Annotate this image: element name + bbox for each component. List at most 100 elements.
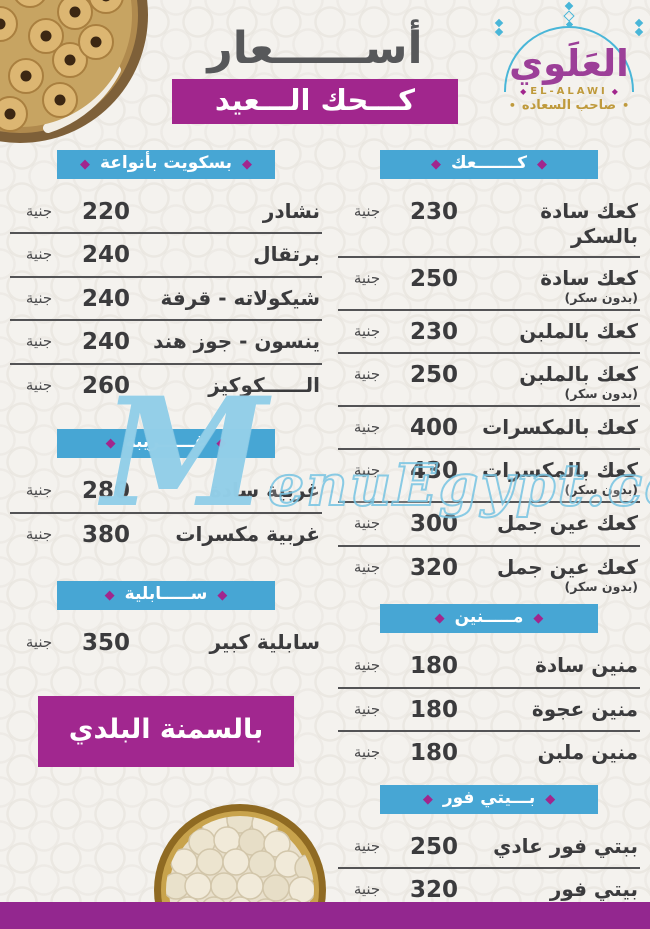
item-note: (بدون سكر): [564, 290, 638, 305]
menu-item-row: منين عجوة 180 جنية: [338, 689, 640, 733]
currency-label: جنية: [25, 202, 53, 220]
item-price: 260: [81, 372, 130, 399]
menu-item-row: سابلية كبير 350 جنية: [10, 622, 322, 663]
item-name: نشادر: [262, 199, 320, 223]
item-name: برتقال: [253, 242, 320, 267]
menu-item-row: كعك بالملبن (بدون سكر) 250 جنية: [338, 354, 640, 407]
item-name: كعك بالمكسرات: [482, 414, 638, 439]
currency-label: جنية: [353, 269, 381, 287]
menu-item-row: كعك بالملبن 230 جنية: [338, 311, 640, 355]
item-price: 230: [409, 318, 458, 345]
item-price: 220: [81, 199, 130, 225]
menu-item-row: ينسون - جوز هند 240 جنية: [10, 321, 322, 365]
logo-finial-icon: [562, 1, 576, 29]
item-name: غربية سادة: [209, 478, 320, 503]
item-price: 180: [409, 653, 458, 680]
section-header-petit-four: ◆ بـــيتي فور ◆: [380, 784, 598, 814]
menu-item-row: شيكولاته - قرفة 240 جنية: [10, 278, 322, 322]
section-title: غــــــريبة: [125, 432, 207, 453]
diamond-icon: ◆: [104, 588, 115, 604]
currency-label: جنية: [353, 321, 381, 340]
page-title: أســــــعار كـــحك الـــعيد: [172, 23, 458, 125]
item-price: 250: [409, 266, 458, 292]
menu-item-row: كعك سادة بالسكر 230 جنية: [338, 191, 640, 258]
menu-item-row: كعك عين جمل 300 جنية: [338, 503, 640, 547]
currency-label: جنية: [25, 481, 53, 500]
column-kahk: ◆ كـــــــعك ◆ كعك سادة بالسكر 230 جنية …: [338, 150, 640, 929]
currency-label: جنية: [353, 417, 381, 436]
section-mannen: ◆ مـــــنين ◆ منين سادة 180 جنية منين عج…: [338, 604, 640, 773]
menu-item-row: غربية سادة 280 جنية: [10, 470, 322, 514]
item-price: 240: [81, 329, 130, 356]
item-name: كعك عين جمل: [497, 511, 638, 536]
currency-label: جنية: [25, 375, 53, 394]
item-name: كعك سادة بالسكر: [540, 199, 638, 248]
currency-label: جنية: [25, 524, 53, 543]
section-ghorayeba: ◆ غــــــريبة ◆ غربية سادة 280 جنية غربي…: [10, 429, 322, 555]
diamond-icon: ◆: [537, 157, 547, 172]
menu-item-row: غربية مكسرات 380 جنية: [10, 514, 322, 555]
item-name: منين سادة: [535, 653, 638, 678]
diamond-icon: ◆: [545, 791, 556, 807]
menu-item-row: منين ملبن 180 جنية: [338, 732, 640, 773]
item-name: غربية مكسرات: [175, 521, 320, 546]
section-title: بسكويت بأنواعة: [99, 153, 233, 173]
diamond-icon: ◆: [216, 436, 227, 452]
currency-label: جنية: [25, 288, 53, 307]
diamond-icon: ◆: [105, 436, 116, 452]
section-sablee: ◆ ســـــابلية ◆ سابلية كبير 350 جنية: [10, 581, 322, 663]
brand-name-arabic: العَلَوي: [509, 42, 629, 85]
item-price: 380: [81, 521, 130, 548]
section-header-biscuits: ◆ بسكويت بأنواعة ◆: [57, 150, 275, 179]
item-name: الــــــكوكيز: [208, 372, 320, 397]
item-price: 400: [409, 414, 458, 441]
currency-label: جنية: [353, 557, 381, 576]
item-price: 180: [409, 740, 458, 767]
logo-side-diamonds-icon: [634, 18, 644, 42]
currency-label: جنية: [353, 699, 381, 718]
currency-label: جنية: [353, 836, 381, 855]
dot-icon: •: [508, 98, 516, 112]
diamond-icon: ◆: [431, 157, 441, 172]
item-name: ببتي فور عادي: [493, 833, 638, 858]
diamond-icon: ◆: [217, 588, 228, 604]
item-name: كعك بالملبن: [519, 362, 638, 387]
section-title: كـــــــعك: [451, 153, 527, 173]
item-price: 250: [409, 362, 458, 389]
currency-label: جنية: [353, 656, 381, 675]
item-name: كعك بالمكسرات: [482, 458, 638, 483]
menu-item-row: كعك سادة (بدون سكر) 250 جنية: [338, 258, 640, 311]
currency-label: جنية: [353, 202, 381, 220]
menu-item-row: كعك بالمكسرات (بدون سكر) 430 جنية: [338, 450, 640, 504]
item-price: 430: [409, 458, 458, 485]
dot-icon: •: [622, 98, 630, 112]
brand-tagline-text: صاحب السعاده: [521, 97, 617, 113]
kahk-rings-illustration: [0, 0, 148, 143]
title-kahk-banner: كـــحك الـــعيد: [172, 79, 458, 125]
section-title: بـــيتي فور: [442, 787, 536, 808]
section-header-sablee: ◆ ســـــابلية ◆: [57, 581, 275, 611]
item-price: 320: [409, 877, 458, 904]
section-biscuits: ◆ بسكويت بأنواعة ◆ نشادر 220 جنية برتقال…: [10, 150, 322, 406]
item-note: (بدون سكر): [564, 578, 638, 594]
brand-logo: العَلَوي ◆ EL-ALAWI ◆ • صاحب السعاده •: [493, 1, 645, 113]
column-biscuits: ◆ بسكويت بأنواعة ◆ نشادر 220 جنية برتقال…: [10, 150, 322, 767]
item-name: كعك عين جمل: [497, 554, 638, 579]
diamond-icon: ◆: [242, 157, 253, 172]
section-title: مـــــنين: [454, 607, 524, 628]
diamond-icon: ◆: [533, 611, 544, 627]
currency-label: جنية: [25, 245, 53, 264]
item-name: كعك سادة: [540, 266, 638, 290]
item-price: 280: [81, 478, 130, 505]
section-header-mannen: ◆ مـــــنين ◆: [380, 604, 598, 634]
menu-item-row: نشادر 220 جنية: [10, 191, 322, 235]
kahk-rings-photo: [0, 0, 152, 152]
brand-tagline: • صاحب السعاده •: [493, 98, 645, 113]
item-price: 320: [409, 554, 458, 581]
menu-item-row: منين سادة 180 جنية: [338, 645, 640, 689]
item-name: منين عجوة: [531, 696, 638, 721]
section-title: ســـــابلية: [124, 584, 208, 605]
title-prices: أســــــعار: [207, 23, 423, 74]
currency-label: جنية: [353, 514, 381, 533]
